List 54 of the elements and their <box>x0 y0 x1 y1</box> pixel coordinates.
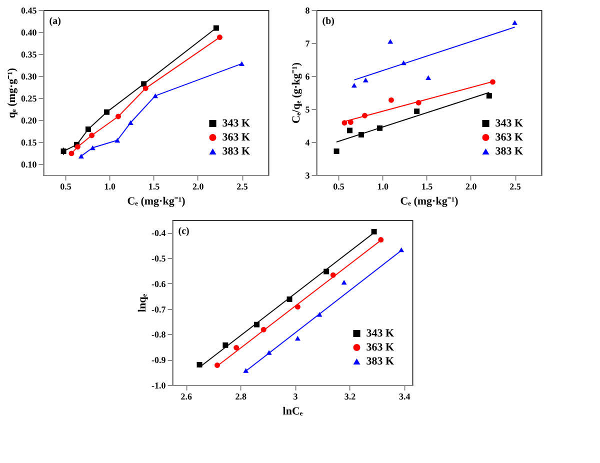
y-tick-label: 0.40 <box>21 28 38 38</box>
y-tick-label: 0.45 <box>21 6 38 16</box>
x-tick-label: 0.5 <box>333 182 345 192</box>
y-axis-title: lnqₑ <box>136 294 149 312</box>
legend-label: 383 K <box>366 356 394 368</box>
x-tick-label: 3.2 <box>344 392 356 402</box>
y-tick-label: -0.8 <box>152 330 166 340</box>
x-axis-title: Cₑ (mg·kg⁻¹) <box>400 196 459 208</box>
x-tick-label: 3.4 <box>398 392 411 402</box>
y-tick-label: 5 <box>305 104 310 114</box>
y-tick-label: -0.4 <box>152 228 166 238</box>
y-tick-label: -1.0 <box>152 380 166 390</box>
legend-label: 363 K <box>495 132 524 144</box>
y-axis-title: Cₑ/qₑ (g·kg⁻¹) <box>290 62 302 124</box>
y-axis-title: qₑ (mg·g⁻¹) <box>6 68 18 118</box>
x-tick-label: 1.0 <box>104 182 116 192</box>
annotation: (b) <box>322 16 334 27</box>
legend-label: 343 K <box>366 328 394 340</box>
x-tick-label: 1.0 <box>377 182 390 192</box>
y-tick-label: 6 <box>305 72 310 82</box>
y-tick-label: 8 <box>305 6 310 16</box>
y-tick-label: 0.10 <box>21 160 38 170</box>
x-tick-label: 1.5 <box>421 182 434 192</box>
y-tick-label: -0.5 <box>152 254 166 264</box>
x-tick-label: 1.5 <box>148 182 160 192</box>
x-tick-label: 2.8 <box>235 392 248 402</box>
x-tick-label: 2.5 <box>510 182 522 192</box>
x-axis-title: Cₑ (mg·kg⁻¹) <box>127 196 186 208</box>
y-tick-label: -0.7 <box>152 304 166 314</box>
legend-label: 363 K <box>366 342 394 354</box>
annotation: (a) <box>49 16 61 27</box>
legend-label: 383 K <box>495 146 524 158</box>
y-tick-label: 3 <box>305 170 310 180</box>
y-tick-label: 0.35 <box>21 50 38 60</box>
y-tick-label: 0.15 <box>21 138 38 148</box>
x-tick-label: 2.6 <box>180 392 193 402</box>
legend-label: 383 K <box>222 146 250 158</box>
legend-label: 343 K <box>495 118 524 130</box>
y-tick-label: 0.25 <box>21 94 38 104</box>
y-tick-label: 4 <box>305 138 310 148</box>
x-tick-label: 2.0 <box>466 182 478 192</box>
x-axis-title: lnCₑ <box>282 406 303 418</box>
y-tick-label: 0.20 <box>21 116 38 126</box>
legend-label: 343 K <box>222 118 250 130</box>
y-tick-label: -0.6 <box>152 278 166 289</box>
x-tick-label: 0.5 <box>60 182 72 192</box>
y-tick-label: 0.30 <box>21 72 38 82</box>
x-tick-label: 2.5 <box>236 182 248 192</box>
x-tick-label: 3 <box>293 392 298 402</box>
x-tick-label: 2.0 <box>192 182 204 192</box>
annotation: (c) <box>178 226 190 237</box>
y-tick-label: -0.9 <box>152 355 166 366</box>
y-tick-label: 7 <box>305 38 310 48</box>
legend-label: 363 K <box>222 132 250 144</box>
